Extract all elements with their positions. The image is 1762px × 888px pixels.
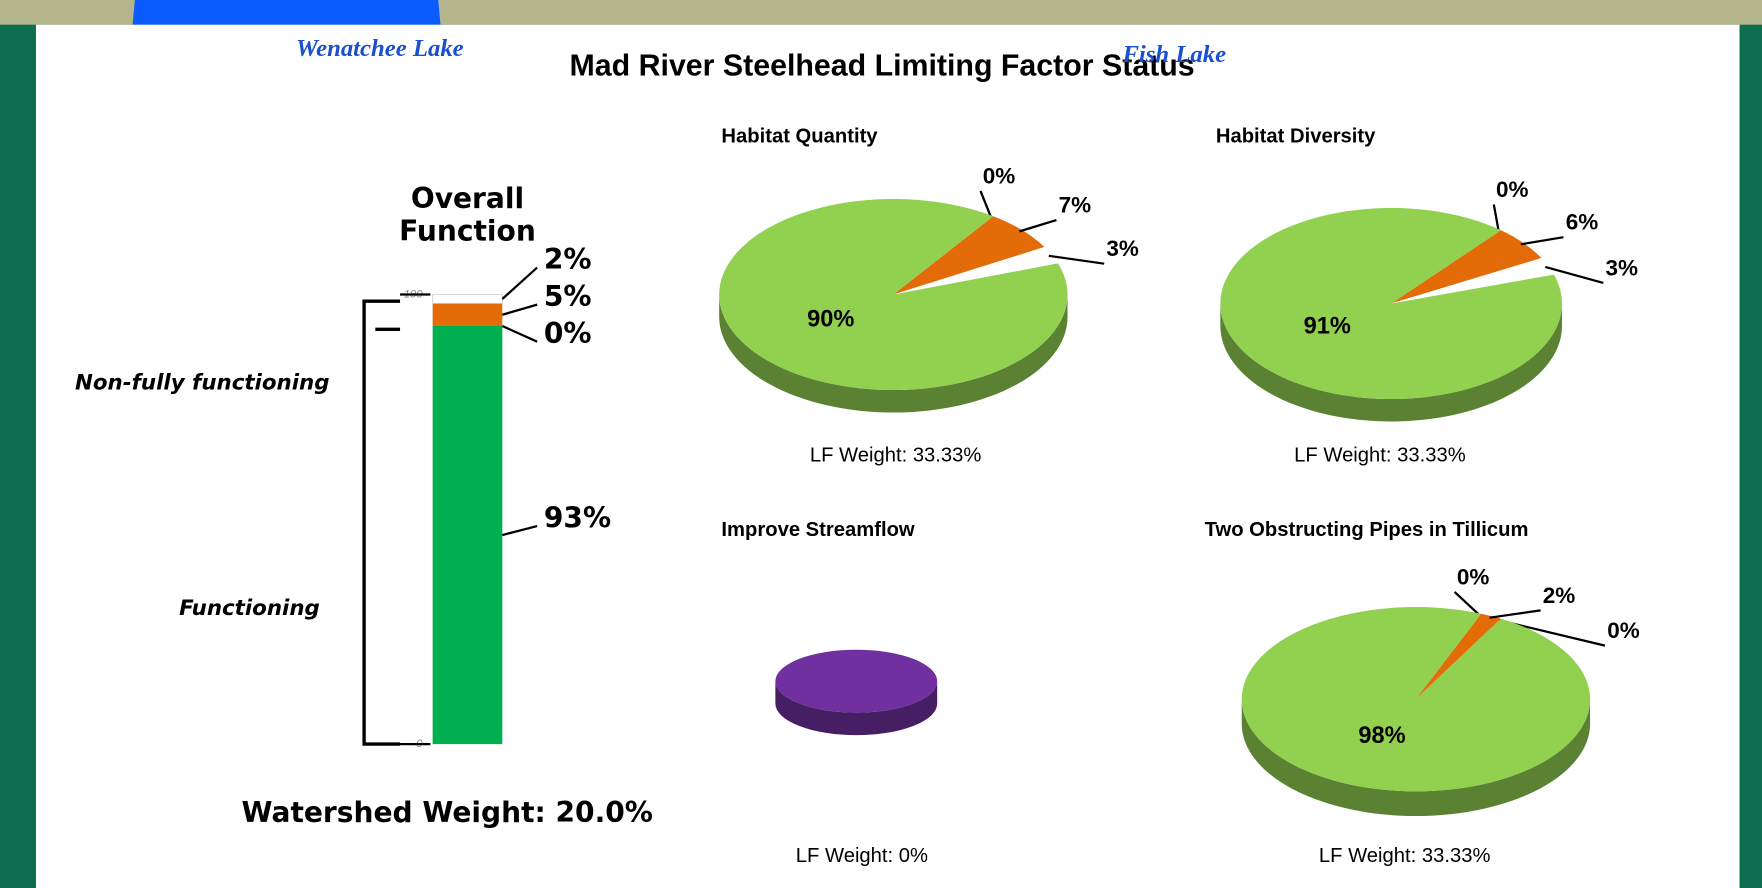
leader-line bbox=[1453, 591, 1481, 617]
pie-slice bbox=[893, 247, 1059, 295]
footer: LF Weight: 0% bbox=[796, 845, 928, 867]
chart-title: Overall Function bbox=[399, 182, 536, 247]
value-label: 5% bbox=[544, 280, 592, 313]
chart-title: Habitat Diversity bbox=[1216, 125, 1376, 147]
value-label: 90% bbox=[807, 307, 854, 333]
map-label: Wenatchee Lake bbox=[296, 35, 464, 62]
pie-side bbox=[775, 681, 938, 736]
leader-line bbox=[501, 266, 538, 300]
pie-side bbox=[1220, 303, 1562, 422]
leader-line bbox=[1019, 219, 1057, 233]
pie-slice bbox=[1391, 258, 1554, 304]
annotation: Non-fully functioning bbox=[75, 370, 329, 395]
leader-line bbox=[501, 324, 538, 343]
value-label: 2% bbox=[1543, 583, 1575, 608]
pie-slice bbox=[1220, 207, 1562, 400]
leader-line bbox=[979, 190, 993, 219]
pie-slice bbox=[1241, 606, 1591, 792]
footer: LF Weight: 33.33% bbox=[1294, 445, 1466, 467]
chart-title: Improve Streamflow bbox=[721, 519, 914, 541]
leader-line bbox=[501, 303, 538, 316]
pie-slice bbox=[775, 649, 938, 713]
value-label: 7% bbox=[1059, 193, 1091, 218]
map-label: Fish Lake bbox=[1121, 41, 1226, 68]
pie-side bbox=[719, 294, 1068, 413]
value-label: 0% bbox=[544, 317, 592, 350]
value-label: 3% bbox=[1106, 236, 1138, 261]
value-label: 98% bbox=[1358, 723, 1405, 749]
slide-title: Mad River Steelhead Limiting Factor Stat… bbox=[570, 49, 1195, 82]
pie-slice bbox=[893, 216, 1045, 295]
pie-slice bbox=[1415, 613, 1501, 700]
bracket bbox=[362, 299, 401, 746]
value-label: 0% bbox=[1496, 177, 1528, 202]
leader-line bbox=[1544, 265, 1604, 284]
bar-segment bbox=[432, 325, 503, 745]
bar-segment bbox=[432, 303, 503, 326]
value-label: 0% bbox=[983, 163, 1015, 188]
pie-slice bbox=[719, 198, 1068, 391]
pie-slice bbox=[1391, 230, 1542, 304]
chart-title: Two Obstructing Pipes in Tillicum bbox=[1205, 519, 1529, 541]
footer: LF Weight: 33.33% bbox=[1319, 845, 1491, 867]
leader-line bbox=[1048, 254, 1105, 265]
footer: LF Weight: 33.33% bbox=[810, 445, 982, 467]
value-label: 93% bbox=[544, 501, 611, 534]
annotation: Functioning bbox=[179, 596, 320, 621]
chart-title: Habitat Quantity bbox=[721, 125, 878, 147]
value-label: 2% bbox=[544, 243, 592, 276]
value-label: 91% bbox=[1304, 314, 1351, 340]
value-label: 3% bbox=[1606, 255, 1638, 280]
pie-side bbox=[1241, 699, 1591, 817]
value-label: 0% bbox=[1457, 564, 1489, 589]
value-label: 0% bbox=[1607, 618, 1639, 643]
bar-segment bbox=[432, 294, 503, 304]
footer: Watershed Weight: 20.0% bbox=[242, 796, 653, 829]
leader-line bbox=[1492, 204, 1500, 232]
leader-line bbox=[1520, 236, 1564, 246]
value-label: 6% bbox=[1566, 210, 1598, 235]
lake bbox=[132, 0, 441, 25]
leader-line bbox=[502, 524, 538, 537]
leader-line bbox=[1489, 609, 1541, 619]
